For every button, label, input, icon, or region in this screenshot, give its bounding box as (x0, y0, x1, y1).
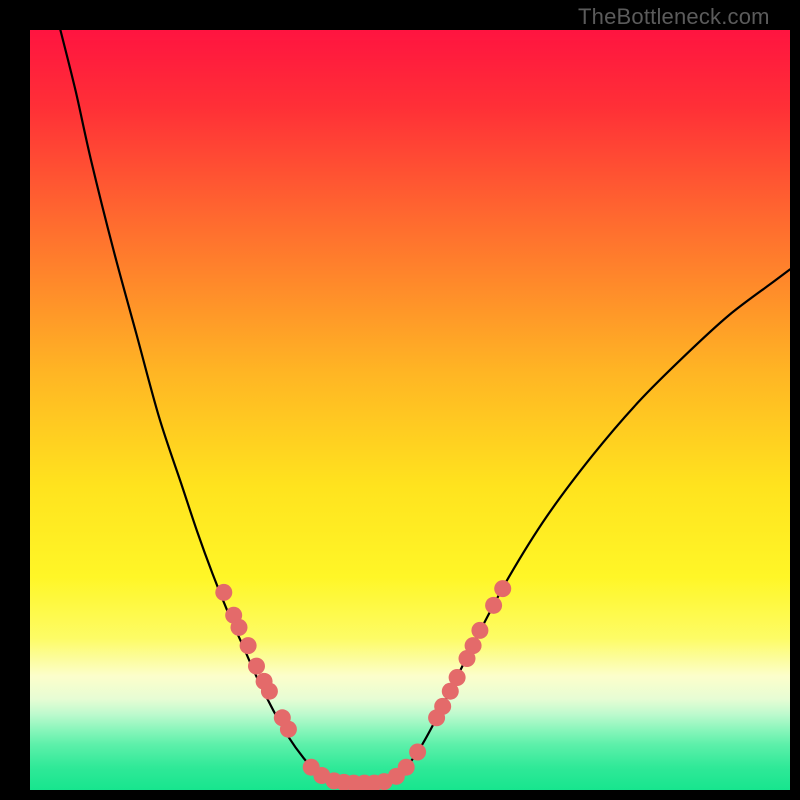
data-dot (449, 669, 466, 686)
data-dot (280, 721, 297, 738)
chart-svg (30, 30, 790, 790)
data-dot (471, 622, 488, 639)
data-dot (215, 584, 232, 601)
data-dot (398, 759, 415, 776)
data-dot (465, 637, 482, 654)
data-dot (231, 619, 248, 636)
data-dot (485, 597, 502, 614)
watermark-text: TheBottleneck.com (578, 4, 770, 30)
plot-area (30, 30, 790, 790)
data-dot (434, 698, 451, 715)
data-dot (248, 658, 265, 675)
data-dot (261, 683, 278, 700)
data-dot (240, 637, 257, 654)
gradient-background (30, 30, 790, 790)
data-dot (494, 580, 511, 597)
data-dot (409, 744, 426, 761)
